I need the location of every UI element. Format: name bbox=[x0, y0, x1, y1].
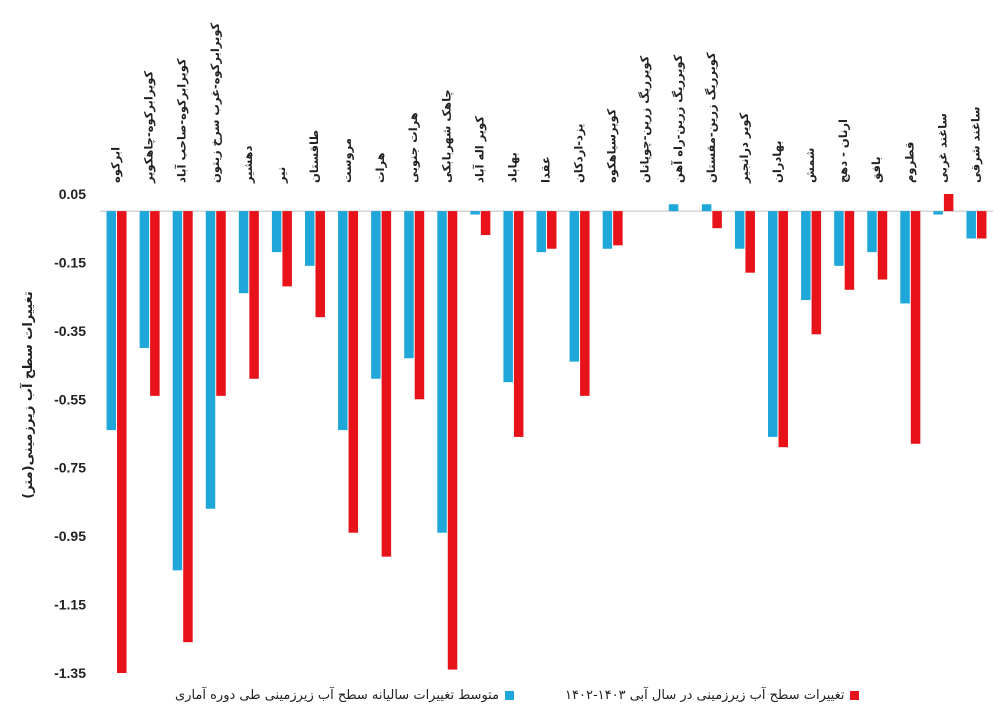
category-label: بافق bbox=[869, 156, 883, 183]
bar-average-24 bbox=[900, 211, 910, 304]
category-label: قطروم bbox=[902, 142, 917, 183]
bar-average-13 bbox=[536, 211, 546, 253]
bar-average-19 bbox=[734, 211, 745, 249]
bar-average-5 bbox=[271, 211, 282, 253]
y-tick-label: -0.15 bbox=[54, 254, 86, 270]
bar-annual-24 bbox=[910, 211, 921, 444]
category-label: کویر اله آباد bbox=[472, 116, 487, 183]
y-tick-label: -1.15 bbox=[54, 597, 86, 613]
bar-average-20 bbox=[768, 211, 778, 437]
bar-average-23 bbox=[867, 211, 877, 253]
bar-annual-19 bbox=[745, 211, 755, 273]
bar-annual-26 bbox=[976, 211, 987, 239]
bar-average-10 bbox=[437, 211, 447, 533]
bar-annual-18 bbox=[712, 211, 722, 229]
category-label: کویرریگ زرین-راه آهن bbox=[671, 54, 686, 183]
bar-average-0 bbox=[106, 211, 117, 431]
bar-average-26 bbox=[966, 211, 976, 239]
bar-average-12 bbox=[503, 211, 513, 383]
category-label: یزد-اردکان bbox=[572, 124, 586, 183]
bar-annual-15 bbox=[613, 211, 623, 246]
category-label: کویرریگ زرین-مقستان bbox=[704, 52, 719, 183]
bar-average-17 bbox=[668, 204, 679, 212]
category-label: هرات جنوبی bbox=[406, 112, 421, 183]
category-label: کویرابرکوه-چاهکویر bbox=[142, 70, 157, 184]
bar-average-25 bbox=[933, 211, 943, 215]
category-label: ساغند شرقی bbox=[968, 107, 982, 183]
bar-annual-5 bbox=[282, 211, 292, 287]
category-label: کویر درانجیر bbox=[737, 112, 752, 184]
bar-average-21 bbox=[801, 211, 811, 301]
y-tick-label: 0.05 bbox=[59, 186, 86, 202]
category-label: طاقستان bbox=[307, 130, 321, 183]
bar-average-11 bbox=[470, 211, 480, 215]
bar-annual-3 bbox=[216, 211, 226, 396]
legend-item-average: متوسط تغییرات سالیانه سطح آب زیرزمینی طی… bbox=[175, 685, 515, 705]
bar-annual-0 bbox=[117, 211, 127, 673]
y-tick-label: -0.75 bbox=[54, 460, 86, 476]
y-axis-label: تغییرات سطح آب زیرزمینی(متر) bbox=[19, 291, 36, 498]
bar-annual-20 bbox=[778, 211, 789, 448]
bar-average-18 bbox=[701, 204, 712, 212]
bar-annual-7 bbox=[348, 211, 359, 533]
category-label: عقدا bbox=[539, 156, 553, 183]
y-tick-label: -1.35 bbox=[54, 665, 86, 681]
category-label: مروست bbox=[340, 138, 355, 183]
bar-annual-21 bbox=[811, 211, 822, 335]
category-label: شمش bbox=[803, 148, 817, 183]
legend-swatch-blue bbox=[505, 690, 515, 700]
bar-annual-2 bbox=[183, 211, 193, 643]
y-tick-label: -0.35 bbox=[54, 323, 86, 339]
y-tick-label: -0.95 bbox=[54, 528, 86, 544]
category-label: بهاباد bbox=[505, 152, 519, 183]
bar-annual-10 bbox=[447, 211, 458, 670]
bar-annual-12 bbox=[513, 211, 524, 437]
category-label: ساغند غربی bbox=[935, 113, 949, 183]
bar-average-15 bbox=[602, 211, 613, 249]
bars bbox=[106, 194, 987, 673]
category-label: نیر bbox=[274, 167, 288, 184]
bar-annual-25 bbox=[943, 194, 954, 212]
category-label: دهشیر bbox=[241, 145, 255, 184]
y-axis-ticks: 0.05 -0.15 -0.35 -0.55 -0.75 -0.95 -1.15 -1.35 bbox=[54, 186, 993, 681]
category-label: هرات bbox=[373, 152, 387, 183]
bar-average-4 bbox=[238, 211, 249, 294]
bar-annual-6 bbox=[315, 211, 325, 318]
y-tick-label: -0.55 bbox=[54, 391, 86, 407]
category-label: کویرسیاهکوه bbox=[605, 108, 620, 183]
legend-label-red: تغییرات سطح آب زیرزمینی در سال آبی ۱۴۰۳-… bbox=[565, 687, 845, 703]
bar-average-2 bbox=[172, 211, 183, 571]
bar-annual-1 bbox=[150, 211, 160, 396]
legend-label-blue: متوسط تغییرات سالیانه سطح آب زیرزمینی طی… bbox=[175, 687, 500, 703]
bar-average-6 bbox=[304, 211, 315, 266]
category-label: چاهک شهربابکی bbox=[439, 89, 453, 183]
bar-annual-9 bbox=[414, 211, 425, 400]
category-label: کویرابرکوه-صاحب آباد bbox=[175, 58, 190, 183]
bar-average-1 bbox=[139, 211, 150, 348]
category-label: بهادران bbox=[770, 140, 784, 183]
bar-annual-22 bbox=[844, 211, 855, 290]
category-label: ابرکوه bbox=[109, 147, 124, 183]
bar-average-9 bbox=[404, 211, 414, 359]
category-label: کویرریگ زرین-چوپانان bbox=[638, 55, 653, 183]
category-label: کویرابرکوه-غرب سرخ زیتون bbox=[208, 22, 223, 183]
bar-average-8 bbox=[371, 211, 381, 379]
bar-average-14 bbox=[569, 211, 580, 362]
bar-annual-23 bbox=[877, 211, 888, 280]
bar-annual-14 bbox=[580, 211, 590, 396]
category-labels: ابرکوه کویرابرکوه-چاهکویر کویرابرکوه-صاحب … bbox=[109, 22, 983, 184]
category-label: ارنان - دهج bbox=[836, 119, 850, 183]
bar-average-3 bbox=[205, 211, 216, 509]
bar-average-22 bbox=[834, 211, 844, 266]
bar-average-7 bbox=[338, 211, 348, 431]
bar-annual-13 bbox=[547, 211, 557, 249]
legend-item-annual: تغییرات سطح آب زیرزمینی در سال آبی ۱۴۰۳-… bbox=[565, 685, 860, 705]
legend-swatch-red bbox=[850, 690, 860, 700]
bar-annual-11 bbox=[480, 211, 491, 236]
bar-annual-8 bbox=[381, 211, 392, 557]
bar-annual-4 bbox=[249, 211, 259, 379]
